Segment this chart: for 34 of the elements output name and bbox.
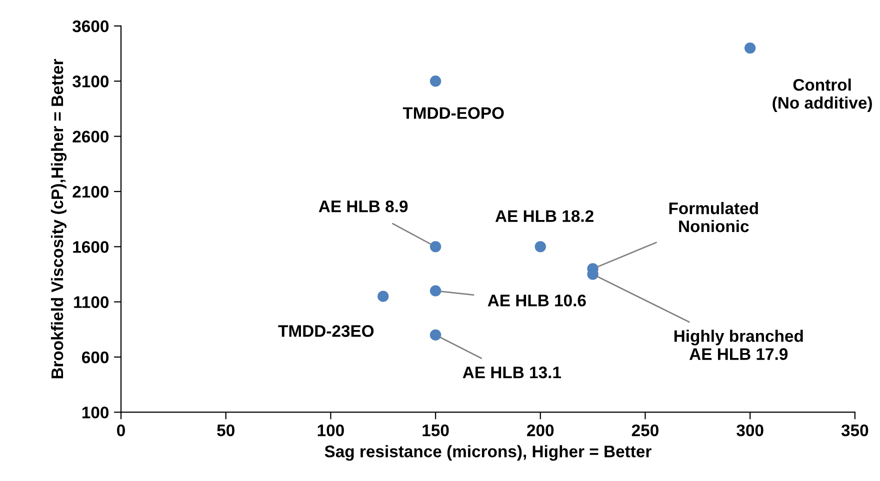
annotation: Control (No additive) xyxy=(772,78,872,112)
y-tick-label: 1100 xyxy=(74,296,109,308)
y-tick-label: 600 xyxy=(82,351,109,364)
annotation: AE HLB 18.2 xyxy=(495,210,594,222)
annotation: AE HLB 10.6 xyxy=(488,294,586,306)
annotation: TMDD-EOPO xyxy=(402,107,504,119)
x-tick-label: 350 xyxy=(841,424,868,436)
y-tick-label: 1600 xyxy=(73,241,109,253)
annotation: Formulated Nonionic xyxy=(669,202,758,232)
y-axis-title: Brookfield Viscosity (cP),Higher = Better xyxy=(50,59,67,378)
annotation: AE HLB 13.1 xyxy=(462,366,562,378)
x-tick-label: 100 xyxy=(318,424,344,436)
x-tick-label: 150 xyxy=(422,424,449,436)
annotation: AE HLB 8.9 xyxy=(318,200,408,212)
y-tick-label: 2100 xyxy=(72,186,109,198)
y-tick-label: 3600 xyxy=(72,20,109,32)
point xyxy=(534,241,546,252)
x-tick-label: 0 xyxy=(117,424,125,436)
x-tick-label: 50 xyxy=(217,424,234,436)
y-tick-label: 3100 xyxy=(72,76,109,88)
point xyxy=(430,76,442,87)
point xyxy=(430,329,442,341)
point xyxy=(744,42,756,54)
point xyxy=(378,290,389,302)
annotation: TMDD-23EO xyxy=(278,325,374,337)
y-tick-label: 100 xyxy=(82,406,109,418)
x-axis-title: Sag resistance (microns), Higher = Better xyxy=(324,445,652,461)
point xyxy=(430,241,442,252)
x-tick-label: 200 xyxy=(527,424,554,436)
x-tick-label: 250 xyxy=(632,424,658,436)
x-tick-label: 300 xyxy=(736,424,764,436)
y-tick-label: 2600 xyxy=(72,130,109,143)
point xyxy=(430,285,442,296)
annotation: Highly branched AE HLB 17.9 xyxy=(674,330,803,360)
